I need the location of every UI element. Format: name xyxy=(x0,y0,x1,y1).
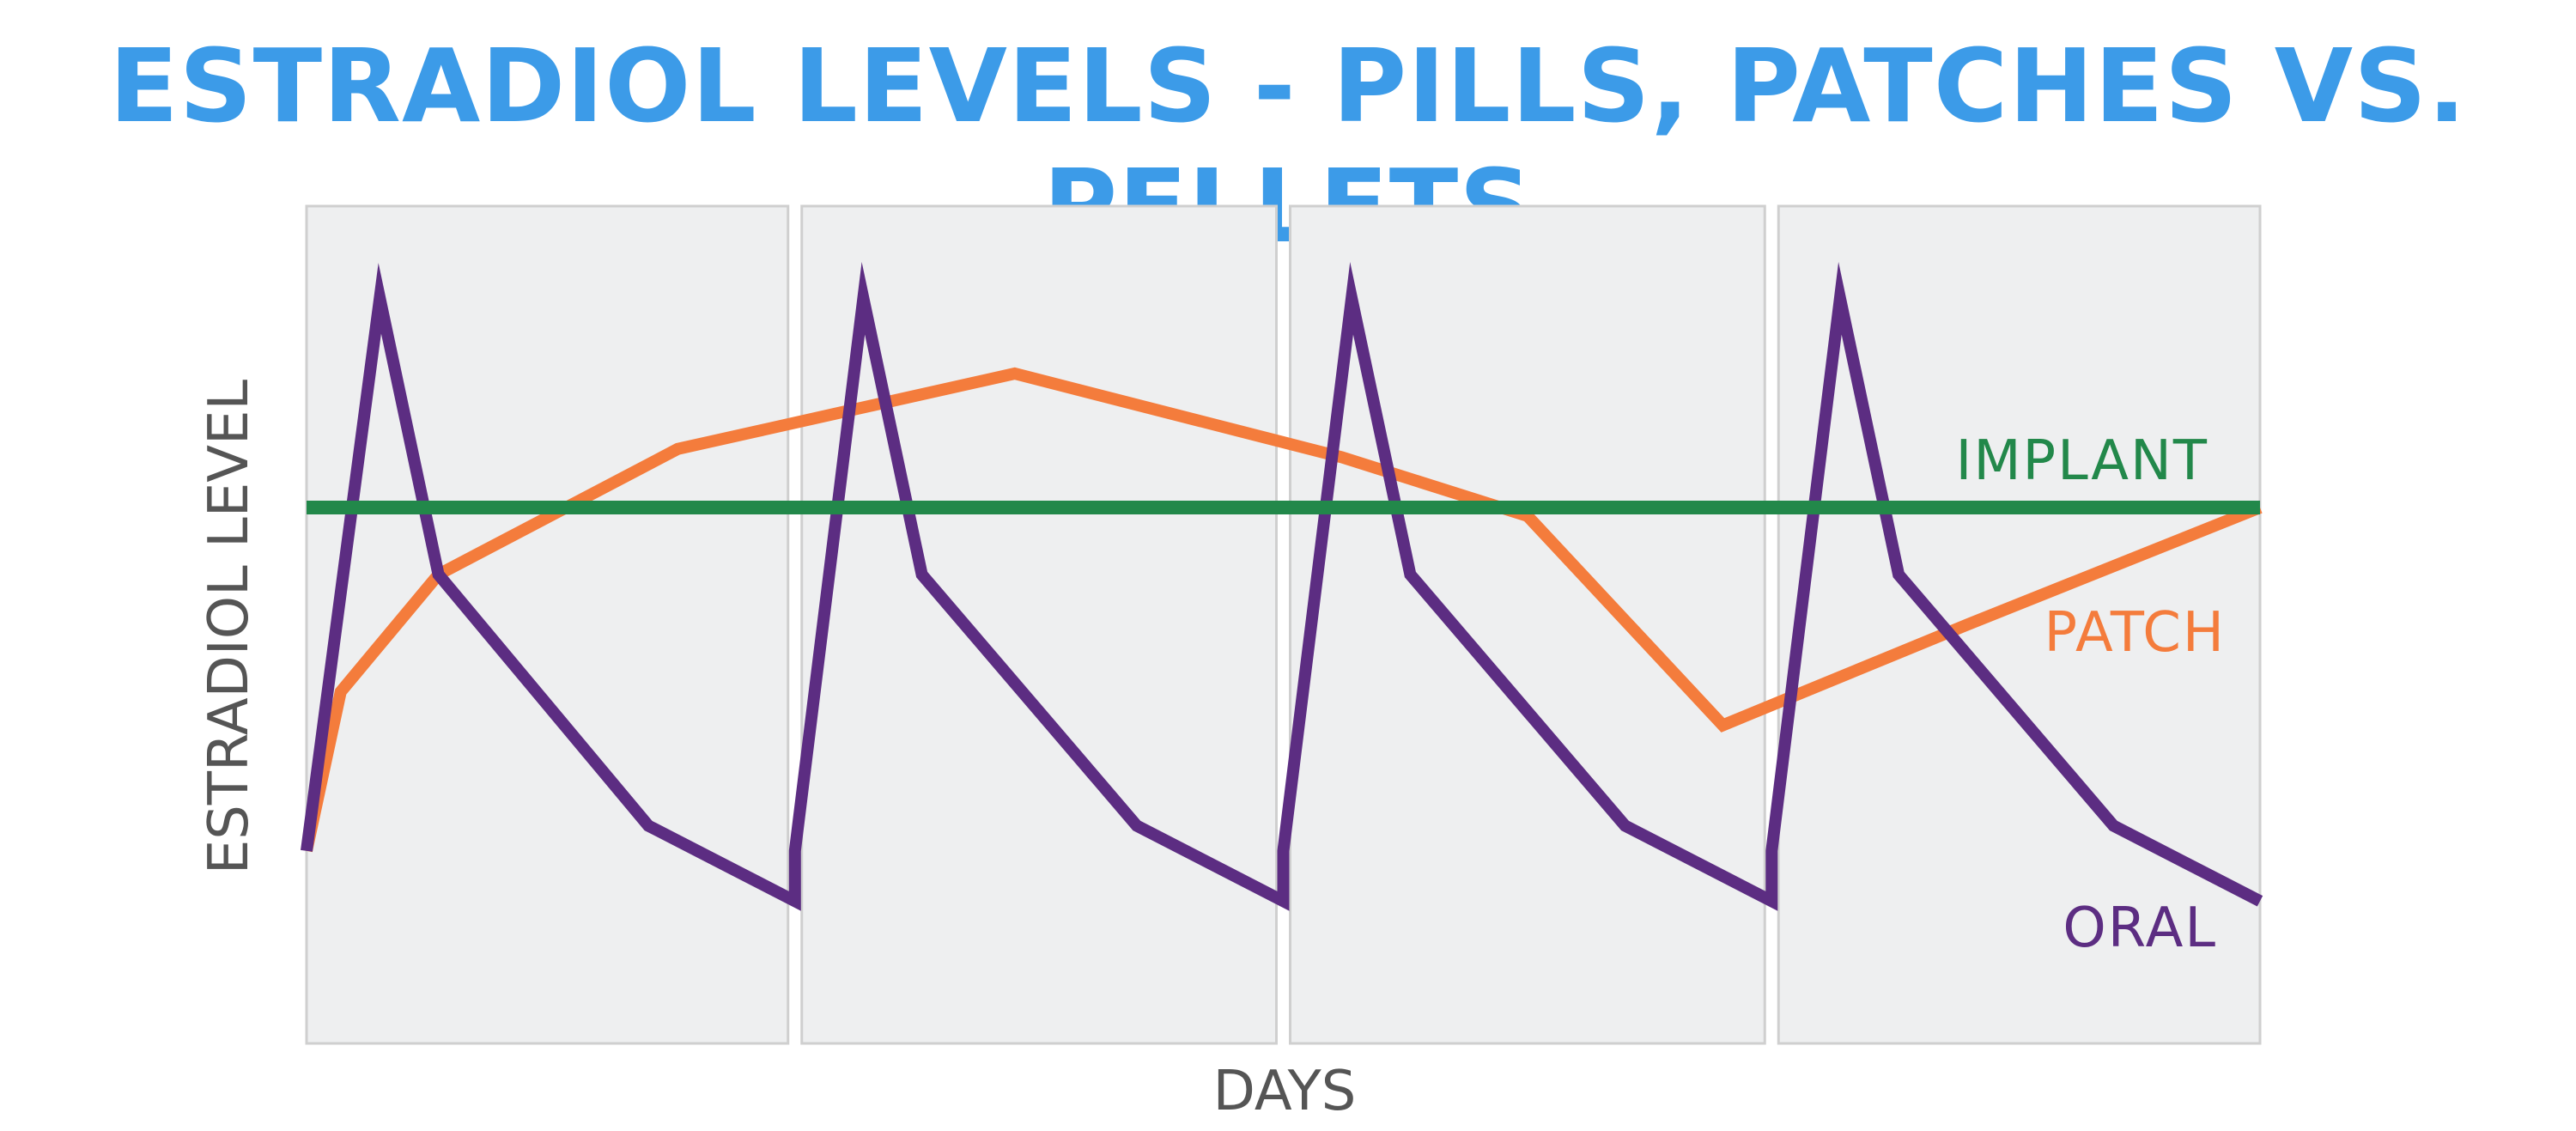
day-panels xyxy=(305,204,2262,1045)
series-label-implant: IMPLANT xyxy=(1955,429,2208,493)
series-line-oral xyxy=(301,261,2263,911)
day-panel xyxy=(1289,204,1766,1045)
series-line-patch xyxy=(301,367,2263,853)
x-axis-label: DAYS xyxy=(1213,1060,1357,1123)
series-labels: IMPLANT PATCH ORAL xyxy=(1955,429,2226,960)
series-lines xyxy=(301,261,2263,911)
series-label-oral: ORAL xyxy=(2063,897,2217,960)
series-label-patch: PATCH xyxy=(2044,601,2226,665)
day-panel xyxy=(800,204,1278,1045)
y-axis-label: ESTRADIOL LEVEL xyxy=(197,380,261,875)
day-panel xyxy=(1777,204,2262,1045)
